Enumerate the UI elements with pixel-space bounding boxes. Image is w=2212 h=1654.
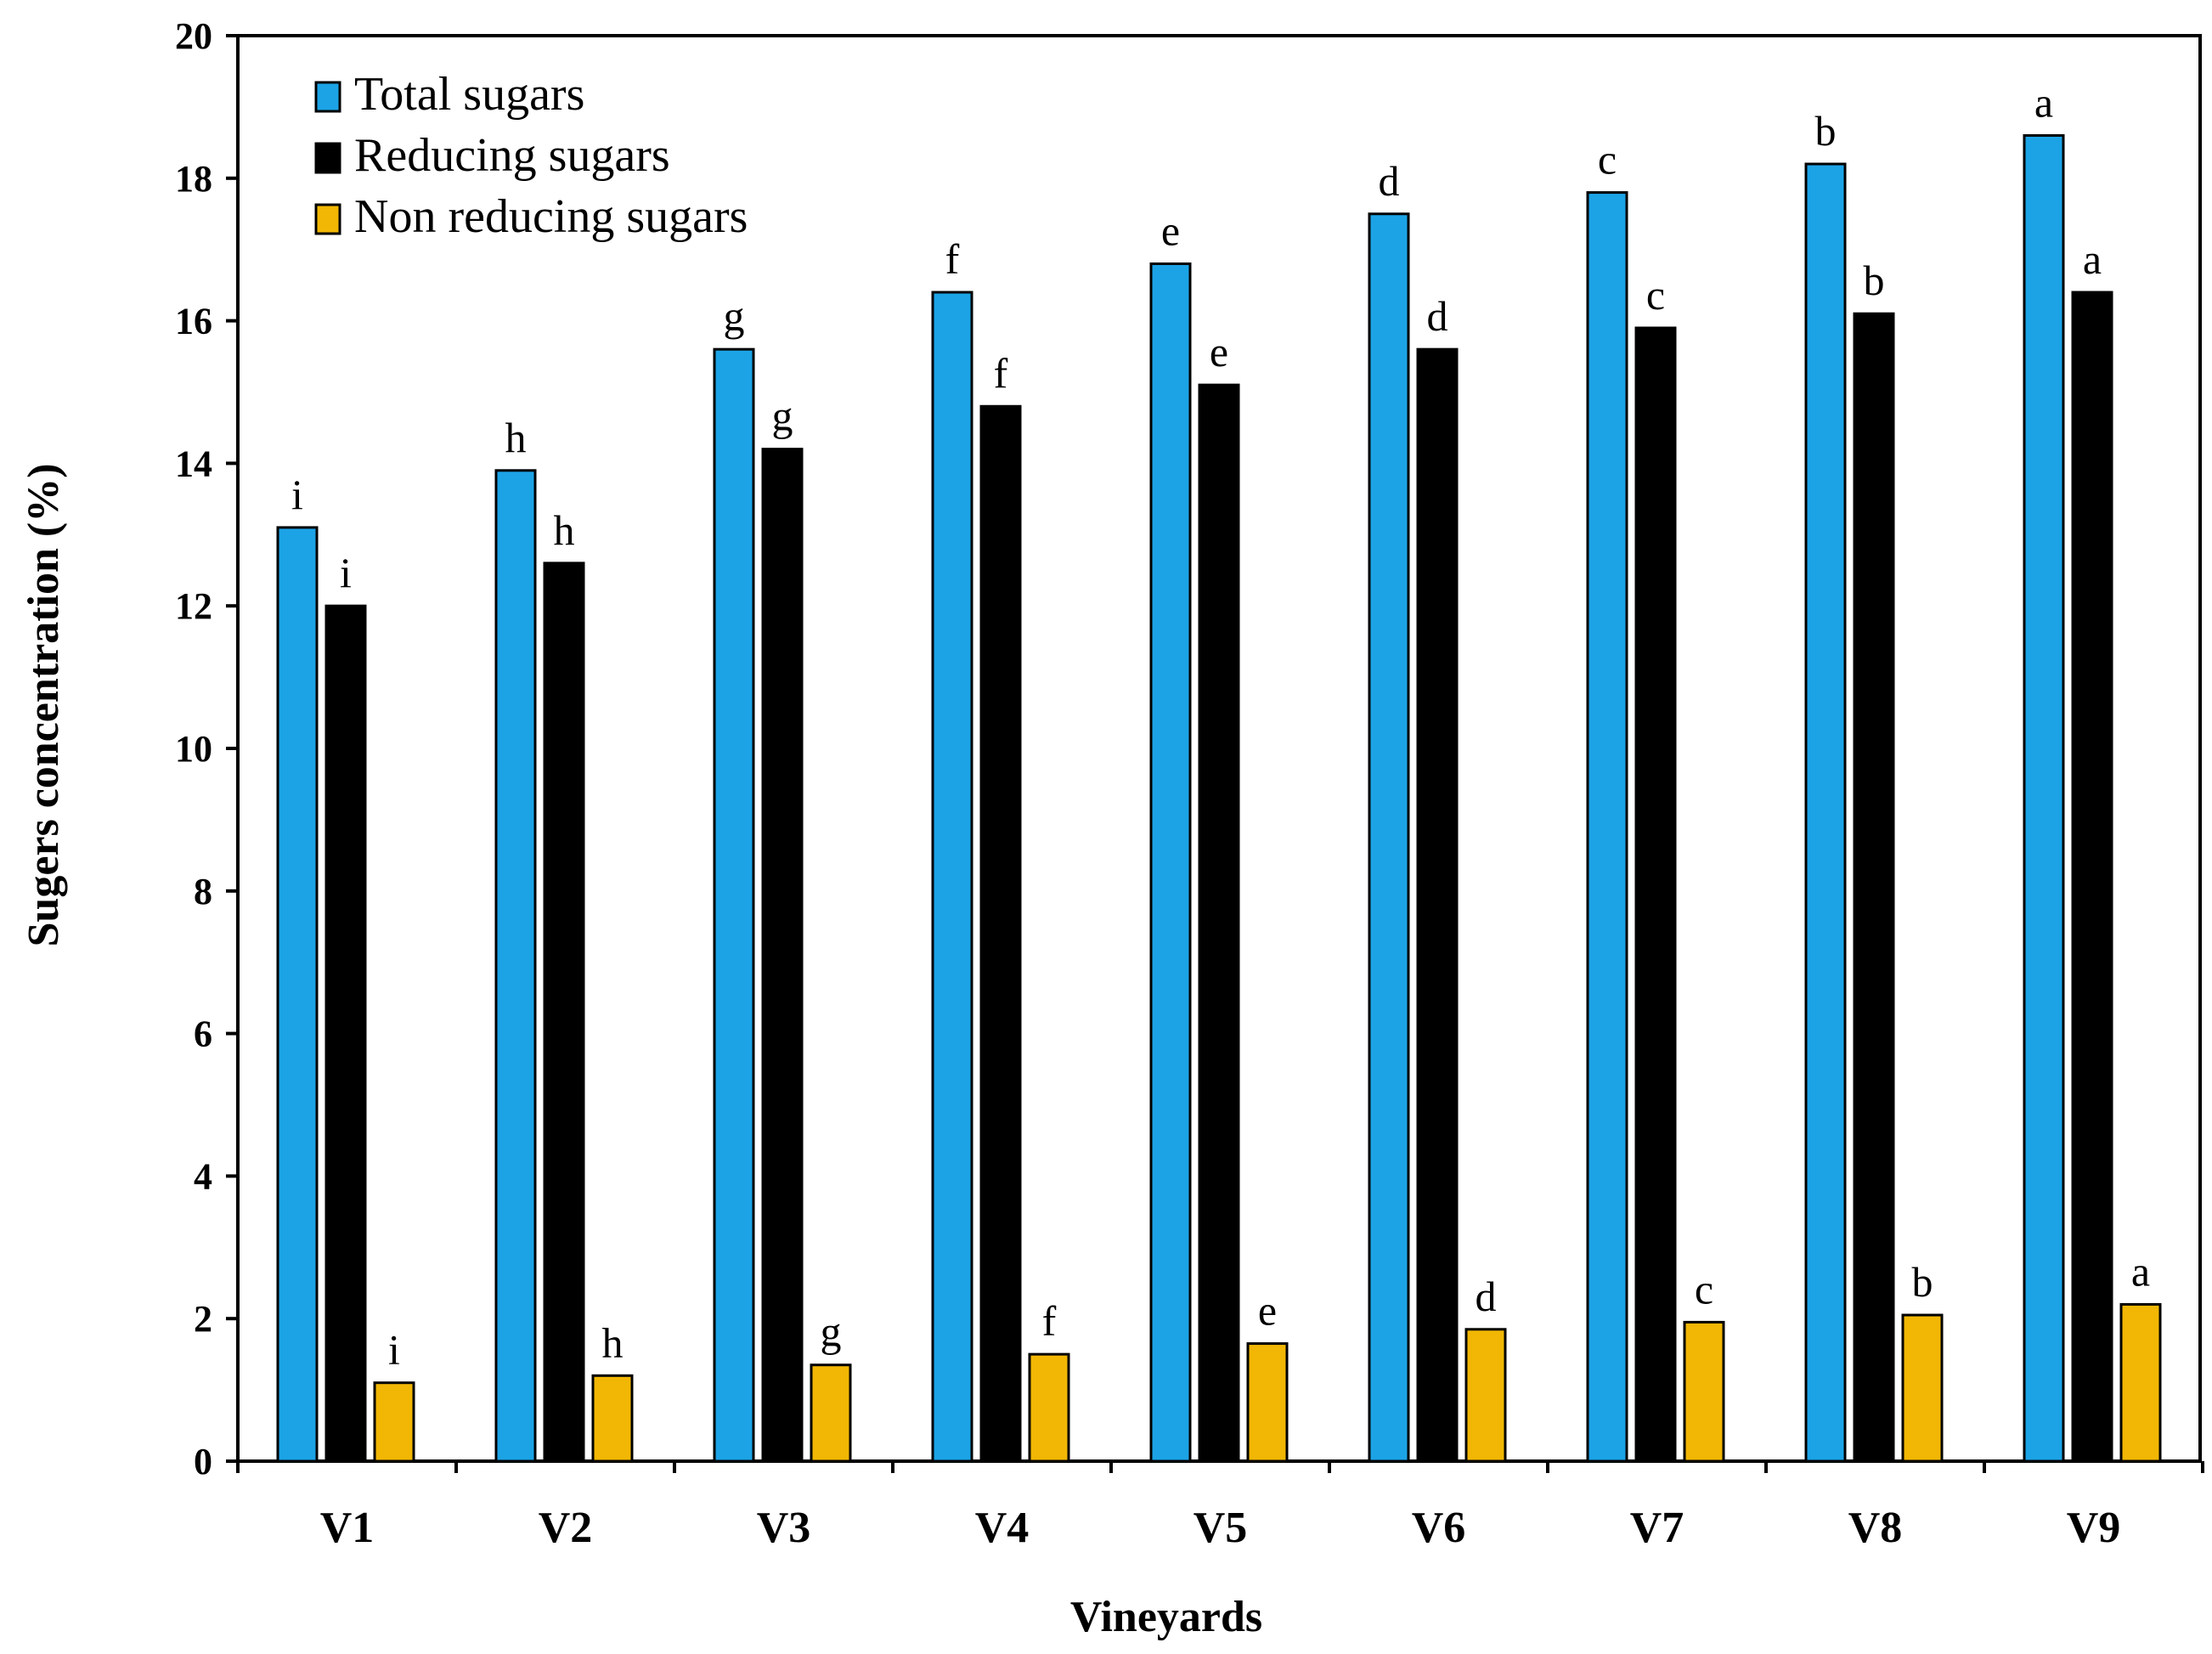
data-label-reducing-sugars-v1: i — [340, 549, 352, 596]
bar-non-reducing-sugars-v5 — [1246, 1342, 1289, 1463]
data-label-non-reducing-sugars-v7: c — [1695, 1265, 1713, 1312]
bar-reducing-sugars-v2 — [543, 562, 585, 1463]
y-tick-label-0: 0 — [194, 1441, 212, 1482]
x-category-label-v5: V5 — [1193, 1504, 1248, 1552]
data-label-non-reducing-sugars-v4: f — [1042, 1297, 1057, 1345]
data-label-non-reducing-sugars-v3: g — [821, 1308, 842, 1356]
data-label-non-reducing-sugars-v8: b — [1912, 1258, 1933, 1306]
x-category-label-v9: V9 — [2067, 1504, 2121, 1552]
x-category-label-v4: V4 — [975, 1504, 1030, 1552]
bar-total-sugars-v2 — [494, 469, 537, 1463]
data-label-reducing-sugars-v6: d — [1427, 292, 1448, 340]
bar-reducing-sugars-v9 — [2071, 291, 2113, 1463]
data-label-reducing-sugars-v3: g — [772, 392, 793, 440]
bar-total-sugars-v7 — [1586, 191, 1628, 1463]
bar-non-reducing-sugars-v9 — [2119, 1302, 2162, 1463]
x-category-label-v1: V1 — [320, 1504, 375, 1552]
bar-non-reducing-sugars-v3 — [810, 1363, 852, 1463]
bar-non-reducing-sugars-v1 — [373, 1381, 415, 1463]
x-category-label-v2: V2 — [539, 1504, 593, 1552]
data-label-reducing-sugars-v9: a — [2083, 235, 2102, 283]
bar-total-sugars-v1 — [276, 526, 319, 1463]
legend-swatch-reducing-sugars — [314, 142, 341, 174]
bars-group — [276, 133, 2162, 1463]
data-label-total-sugars-v2: h — [505, 414, 527, 461]
y-tick-label-3: 6 — [194, 1013, 212, 1055]
bar-total-sugars-v6 — [1368, 212, 1410, 1463]
legend-label-non-reducing-sugars: Non reducing sugars — [354, 190, 748, 243]
data-label-reducing-sugars-v2: h — [554, 506, 575, 554]
bar-non-reducing-sugars-v7 — [1683, 1320, 1725, 1463]
bar-total-sugars-v5 — [1149, 262, 1192, 1463]
bar-reducing-sugars-v5 — [1198, 383, 1240, 1463]
y-tick-label-4: 8 — [194, 871, 212, 912]
bar-non-reducing-sugars-v6 — [1464, 1328, 1507, 1463]
y-tick-label-7: 14 — [175, 443, 212, 484]
y-tick-label-10: 20 — [175, 15, 212, 57]
data-label-total-sugars-v4: f — [945, 235, 960, 283]
bar-reducing-sugars-v7 — [1634, 326, 1677, 1463]
data-label-non-reducing-sugars-v9: a — [2131, 1247, 2150, 1295]
y-tick-label-5: 10 — [175, 728, 212, 770]
x-category-label-v7: V7 — [1630, 1504, 1684, 1552]
x-category-label-v8: V8 — [1848, 1504, 1903, 1552]
bar-total-sugars-v9 — [2023, 133, 2065, 1463]
y-axis: 0 2 4 6 8 10 12 14 16 18 20 — [175, 15, 238, 1482]
data-label-reducing-sugars-v7: c — [1646, 271, 1665, 319]
data-label-total-sugars-v7: c — [1598, 136, 1617, 183]
bar-reducing-sugars-v1 — [324, 604, 367, 1463]
bar-non-reducing-sugars-v4 — [1028, 1352, 1070, 1463]
bar-reducing-sugars-v8 — [1853, 312, 1895, 1463]
data-label-total-sugars-v6: d — [1379, 157, 1400, 205]
legend-swatch-total-sugars — [314, 81, 341, 113]
data-label-reducing-sugars-v5: e — [1210, 328, 1228, 375]
y-tick-label-1: 2 — [194, 1298, 212, 1340]
y-tick-label-2: 4 — [194, 1155, 212, 1197]
x-axis-title: Vineyards — [1070, 1593, 1262, 1641]
bar-total-sugars-v3 — [713, 347, 755, 1463]
data-label-total-sugars-v5: e — [1161, 206, 1180, 254]
x-axis: V1 V2 V3 V4 V5 V6 V7 V8 V9 — [236, 1461, 2204, 1552]
x-category-label-v3: V3 — [757, 1504, 811, 1552]
bar-reducing-sugars-v3 — [761, 448, 804, 1463]
data-label-non-reducing-sugars-v2: h — [602, 1318, 624, 1366]
data-label-total-sugars-v9: a — [2034, 78, 2053, 126]
bar-reducing-sugars-v6 — [1416, 347, 1459, 1463]
bar-reducing-sugars-v4 — [979, 404, 1022, 1463]
data-label-reducing-sugars-v4: f — [994, 349, 1008, 397]
bar-non-reducing-sugars-v2 — [591, 1374, 634, 1463]
x-category-label-v6: V6 — [1412, 1504, 1466, 1552]
y-tick-label-8: 16 — [175, 301, 212, 342]
legend-swatch-non-reducing-sugars — [314, 203, 341, 235]
bar-total-sugars-v4 — [931, 291, 973, 1463]
y-tick-label-9: 18 — [175, 158, 212, 200]
data-label-non-reducing-sugars-v5: e — [1258, 1287, 1277, 1335]
data-label-total-sugars-v8: b — [1815, 107, 1837, 155]
legend: Total sugars Reducing sugars Non reducing … — [314, 68, 748, 243]
y-tick-label-6: 12 — [175, 585, 212, 627]
data-label-total-sugars-v3: g — [724, 292, 745, 340]
data-label-non-reducing-sugars-v1: i — [388, 1326, 400, 1374]
bar-non-reducing-sugars-v8 — [1901, 1313, 1944, 1463]
legend-label-reducing-sugars: Reducing sugars — [354, 129, 670, 182]
data-label-reducing-sugars-v8: b — [1864, 257, 1885, 304]
data-label-total-sugars-v1: i — [291, 471, 303, 518]
data-label-non-reducing-sugars-v6: d — [1476, 1273, 1497, 1320]
bar-total-sugars-v8 — [1804, 162, 1847, 1463]
y-axis-title: Sugers concentration (%) — [20, 463, 68, 946]
legend-label-total-sugars: Total sugars — [354, 68, 584, 121]
